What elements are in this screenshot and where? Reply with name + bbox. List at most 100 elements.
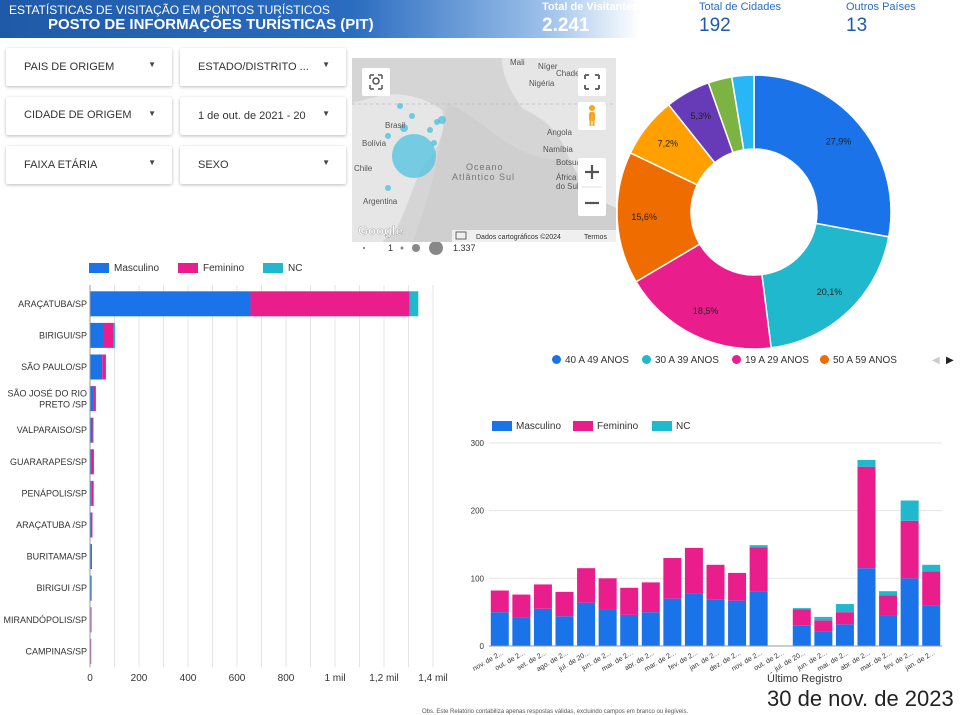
bar-segment[interactable] [93, 386, 96, 412]
bar-segment[interactable] [792, 625, 811, 646]
bar-segment[interactable] [533, 584, 552, 609]
bar-segment[interactable] [103, 322, 114, 348]
bar-segment[interactable] [857, 568, 876, 646]
map-bubble[interactable] [400, 124, 408, 132]
bar-segment[interactable] [90, 291, 251, 317]
bar-segment[interactable] [620, 587, 639, 615]
bar-segment[interactable] [113, 322, 115, 348]
bar-segment[interactable] [879, 615, 898, 646]
legend-prev-icon[interactable]: ◀ [932, 355, 940, 366]
bar-segment[interactable] [90, 417, 93, 443]
bar-segment[interactable] [555, 616, 574, 646]
bar-segment[interactable] [857, 466, 876, 569]
bar-segment[interactable] [90, 544, 92, 570]
bar-segment[interactable] [663, 598, 682, 646]
legend-item[interactable]: 50 A 59 ANOS [820, 355, 897, 366]
donut-slice[interactable] [635, 243, 773, 350]
donut-slice[interactable] [730, 74, 755, 151]
bar-segment[interactable] [879, 591, 898, 596]
age-donut-chart[interactable]: 27,9% 20,1% 18,5% 15,6% 7,2% 5,3% [610, 72, 900, 354]
legend-item[interactable]: 40 A 49 ANOS [552, 355, 629, 366]
bar-segment[interactable] [900, 578, 919, 646]
keyboard-icon[interactable] [455, 231, 467, 240]
bar-segment[interactable] [749, 591, 768, 646]
bar-segment[interactable] [90, 575, 92, 601]
map-bubble[interactable] [385, 133, 391, 139]
bar-segment[interactable] [91, 480, 94, 506]
filter-date-range[interactable]: 1 de out. de 2021 - 20 ▼ [180, 97, 346, 135]
map-bubble[interactable] [438, 116, 446, 124]
bar-segment[interactable] [620, 614, 639, 646]
bar-segment[interactable] [90, 354, 103, 380]
filter-city-origin[interactable]: CIDADE DE ORIGEM ▼ [6, 97, 172, 135]
map-bubble[interactable] [427, 127, 433, 133]
bar-segment[interactable] [90, 512, 92, 538]
bar-segment[interactable] [900, 500, 919, 521]
bar-segment[interactable] [900, 520, 919, 579]
bar-segment[interactable] [749, 547, 768, 592]
bar-segment[interactable] [706, 599, 725, 646]
map-terms-link[interactable]: Termos [584, 234, 607, 241]
bar-segment[interactable] [922, 564, 941, 572]
bar-segment[interactable] [409, 291, 419, 317]
bar-segment[interactable] [555, 591, 574, 617]
donut-slice[interactable] [761, 222, 890, 349]
zoom-in-icon[interactable] [585, 165, 599, 179]
bar-segment[interactable] [835, 624, 854, 646]
bar-segment[interactable] [90, 607, 92, 633]
bar-segment[interactable] [250, 291, 410, 317]
city-bar-chart[interactable]: Masculino Feminino NC 0 200 400 600 800 1 mil 1,2… [0, 258, 460, 688]
bar-segment[interactable] [684, 593, 703, 646]
bar-segment[interactable] [90, 322, 104, 348]
bar-segment[interactable] [857, 459, 876, 467]
map-bubble-large[interactable] [392, 134, 436, 178]
legend-item[interactable]: 30 A 39 ANOS [642, 355, 719, 366]
bar-segment[interactable] [91, 512, 93, 538]
bar-segment[interactable] [598, 578, 617, 610]
legend-item[interactable]: 19 A 29 ANOS [732, 355, 809, 366]
bar-segment[interactable] [533, 608, 552, 646]
bar-segment[interactable] [92, 417, 94, 443]
bubble-map[interactable]: Mali Níger Chade Nigéria Brasil Bolívia … [352, 58, 616, 242]
bar-segment[interactable] [102, 354, 106, 380]
locate-button[interactable] [362, 68, 390, 96]
bar-segment[interactable] [90, 480, 92, 506]
bar-segment[interactable] [641, 612, 660, 646]
bar-segment[interactable] [835, 604, 854, 613]
filter-country-origin[interactable]: PAIS DE ORIGEM ▼ [6, 48, 172, 86]
bar-segment[interactable] [792, 608, 811, 610]
bar-segment[interactable] [663, 558, 682, 599]
bar-segment[interactable] [728, 600, 747, 646]
bar-segment[interactable] [749, 545, 768, 548]
map-bubble[interactable] [397, 103, 403, 109]
bar-segment[interactable] [922, 605, 941, 646]
bar-segment[interactable] [490, 590, 509, 613]
fullscreen-button[interactable] [578, 68, 606, 96]
map-bubble[interactable] [385, 185, 391, 191]
bar-segment[interactable] [835, 612, 854, 625]
map-bubble[interactable] [431, 140, 437, 146]
bar-segment[interactable] [792, 609, 811, 626]
bar-segment[interactable] [706, 564, 725, 600]
bar-segment[interactable] [728, 572, 747, 601]
bar-segment[interactable] [91, 449, 94, 475]
bar-segment[interactable] [577, 568, 596, 603]
bar-segment[interactable] [922, 571, 941, 606]
bar-segment[interactable] [598, 609, 617, 646]
bar-segment[interactable] [814, 631, 833, 646]
filter-age-range[interactable]: FAIXA ETÁRIA ▼ [6, 146, 172, 184]
bar-segment[interactable] [490, 612, 509, 646]
filter-sex[interactable]: SEXO ▼ [180, 146, 346, 184]
bar-segment[interactable] [814, 620, 833, 632]
bar-segment[interactable] [577, 602, 596, 646]
map-canvas[interactable]: Mali Níger Chade Nigéria Brasil Bolívia … [352, 58, 616, 242]
bar-segment[interactable] [512, 594, 531, 618]
donut-slice[interactable] [753, 74, 892, 238]
bar-segment[interactable] [512, 617, 531, 646]
filter-state-origin[interactable]: ESTADO/DISTRITO ... ▼ [180, 48, 346, 86]
bar-segment[interactable] [684, 547, 703, 594]
legend-next-icon[interactable]: ▶ [946, 355, 954, 366]
bar-segment[interactable] [814, 616, 833, 621]
bar-segment[interactable] [90, 449, 92, 475]
